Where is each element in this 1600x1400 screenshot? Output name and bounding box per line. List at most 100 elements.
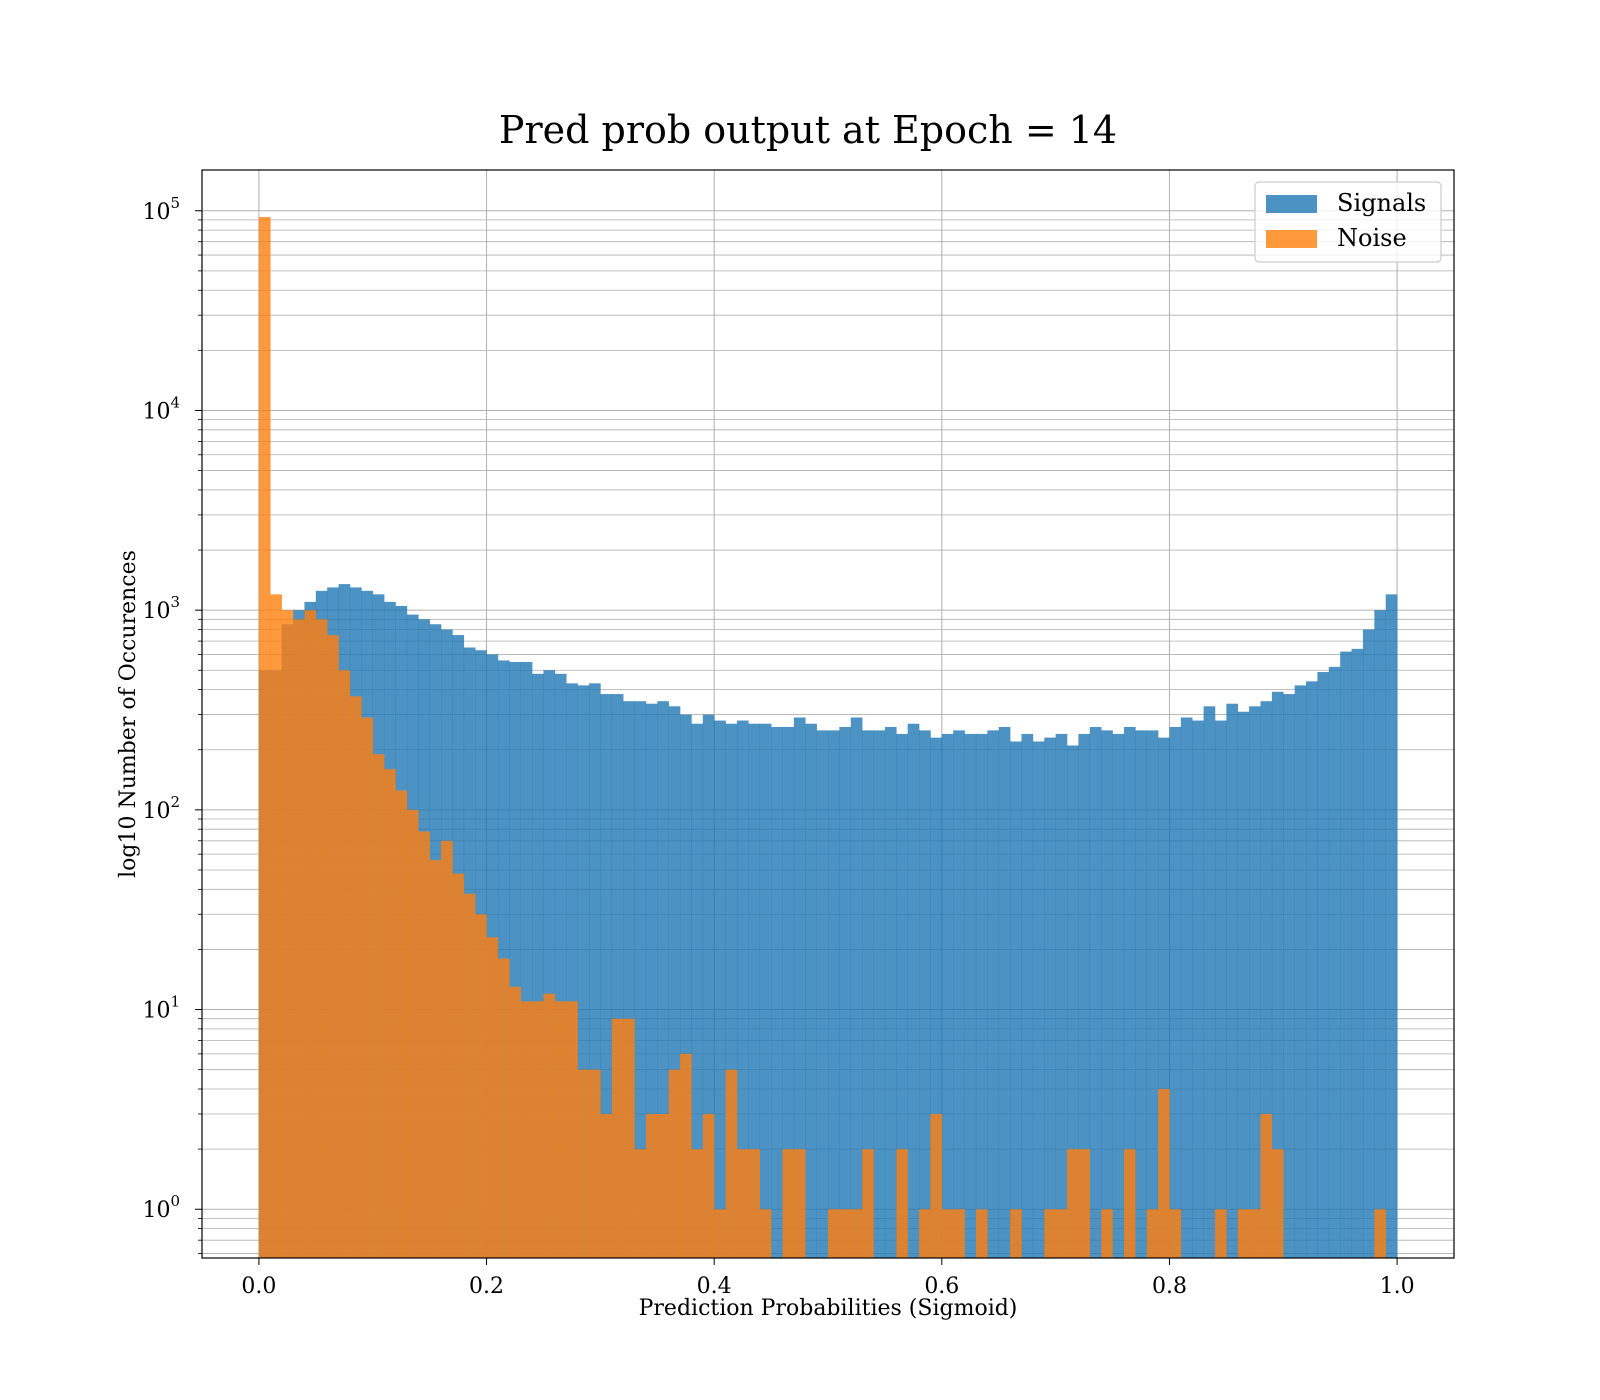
bar-signals [588, 683, 601, 1258]
bar-noise [327, 635, 339, 1258]
y-tick-label: 101 [142, 993, 180, 1024]
bar-signals [1112, 733, 1125, 1258]
bar-noise [702, 1113, 715, 1258]
bar-noise [668, 1069, 681, 1258]
bar-signals [702, 714, 715, 1258]
bar-signals [1010, 741, 1022, 1258]
bar-signals [1180, 717, 1193, 1258]
bar-noise [463, 893, 476, 1258]
bar-noise [748, 1149, 761, 1258]
bar-signals [554, 673, 567, 1258]
bar-signals [1044, 737, 1056, 1258]
bar-noise [384, 769, 396, 1258]
bar-noise [691, 1149, 704, 1258]
bar-signals [1203, 706, 1216, 1258]
y-tick-label: 103 [142, 593, 180, 624]
bar-signals [1260, 701, 1273, 1258]
bar-noise [418, 831, 430, 1258]
bar-signals [1362, 629, 1375, 1258]
axis-ticks: 0.0 0.2 0.4 0.6 0.8 1.0 100 101 102 103 104 105 [142, 194, 1414, 1299]
x-tick-label: 0.6 [924, 1274, 959, 1299]
bar-signals [532, 673, 544, 1258]
bar-signals [953, 730, 965, 1258]
bar-noise [566, 1001, 578, 1258]
bar-signals [896, 733, 908, 1258]
bar-noise [532, 1001, 544, 1258]
legend: Signals Noise [1254, 181, 1442, 263]
bar-signals [873, 730, 886, 1258]
bar-signals [919, 730, 931, 1258]
bar-signals [1351, 648, 1364, 1258]
bar-noise [600, 1113, 613, 1258]
y-tick-label: 104 [142, 393, 180, 424]
y-tick-label: 102 [142, 793, 180, 824]
bar-noise [1055, 1209, 1068, 1258]
bar-signals [839, 726, 852, 1258]
bar-signals [1032, 741, 1045, 1258]
bar-signals [1123, 726, 1136, 1258]
bar-signals [1340, 651, 1352, 1258]
x-tick-label: 0.0 [241, 1274, 276, 1299]
bar-signals [884, 726, 897, 1258]
bar-noise [543, 993, 556, 1258]
bar-noise [372, 754, 385, 1258]
bar-signals [1317, 672, 1330, 1258]
bar-noise [896, 1149, 908, 1258]
bar-noise [270, 594, 282, 1258]
legend-label-signals: Signals [1337, 189, 1426, 217]
bar-signals [1283, 694, 1295, 1258]
bar-signals [577, 685, 590, 1258]
bar-signals [1374, 610, 1387, 1258]
bar-noise [1123, 1149, 1136, 1258]
bar-noise [452, 873, 465, 1258]
bar-signals [850, 717, 863, 1258]
bar-signals [736, 720, 749, 1258]
bar-noise [315, 619, 328, 1258]
histogram-bars [258, 217, 1398, 1258]
bar-signals [657, 701, 669, 1258]
bar-noise [281, 610, 294, 1258]
bar-signals [566, 683, 578, 1258]
bar-noise [406, 809, 419, 1258]
bar-noise [1249, 1209, 1261, 1258]
bar-signals [634, 701, 647, 1258]
bar-noise [520, 1001, 533, 1258]
bar-signals [1385, 594, 1398, 1258]
bar-signals [543, 670, 556, 1258]
bar-signals [771, 726, 783, 1258]
bar-signals [998, 726, 1011, 1258]
bar-noise [714, 1209, 726, 1258]
bar-signals [1237, 711, 1250, 1258]
bar-noise [645, 1113, 658, 1258]
bar-signals [1226, 703, 1239, 1258]
legend-swatch-signals [1266, 195, 1317, 213]
bar-noise [850, 1209, 863, 1258]
bar-noise [941, 1209, 954, 1258]
bar-noise [429, 860, 442, 1258]
bar-signals [1135, 730, 1147, 1258]
x-axis-label: Prediction Probabilities (Sigmoid) [639, 1296, 1018, 1321]
bar-noise [1214, 1209, 1227, 1258]
bar-signals [748, 723, 761, 1258]
bar-noise [862, 1149, 874, 1258]
bar-noise [497, 958, 510, 1258]
bar-noise [975, 1209, 988, 1258]
bar-noise [1067, 1149, 1079, 1258]
bar-noise [1101, 1209, 1113, 1258]
bar-noise [395, 790, 408, 1258]
bar-signals [668, 706, 681, 1258]
bar-signals [793, 717, 806, 1258]
bar-signals [520, 662, 533, 1258]
bar-noise [611, 1018, 624, 1258]
y-tick-label: 100 [142, 1192, 180, 1223]
bar-noise [623, 1018, 635, 1258]
bar-noise [338, 670, 351, 1258]
bar-signals [1192, 720, 1204, 1258]
bar-signals [1089, 726, 1102, 1258]
bar-noise [577, 1069, 590, 1258]
bar-noise [293, 619, 305, 1258]
bar-noise [736, 1149, 749, 1258]
bar-signals [1101, 730, 1113, 1258]
bar-noise [782, 1149, 795, 1258]
bar-signals [691, 723, 704, 1258]
